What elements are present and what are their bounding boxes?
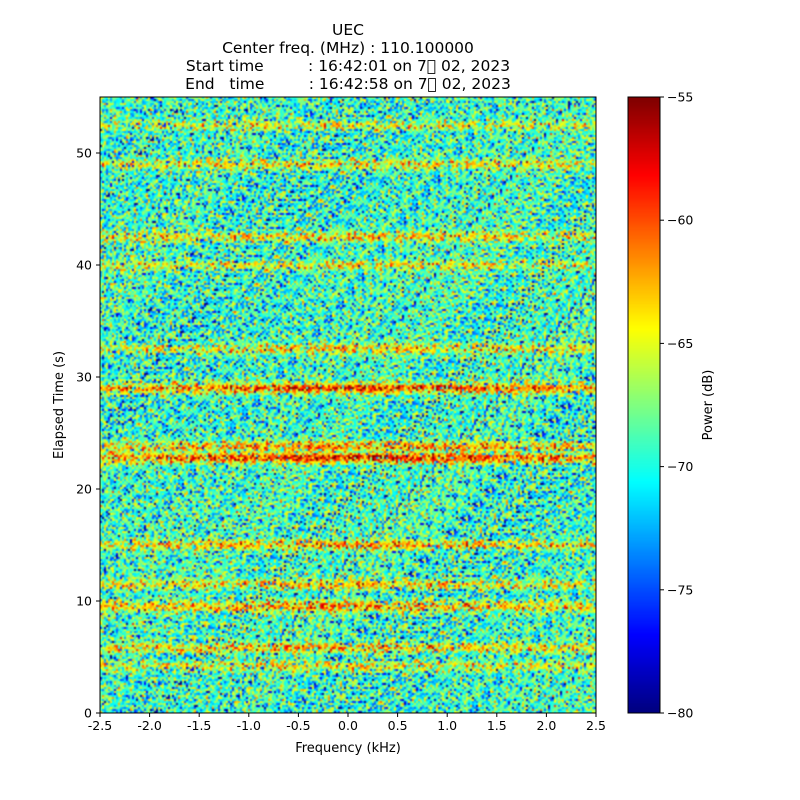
- x-tick-label: 0.5: [388, 718, 408, 733]
- colorbar-tick-label: −55: [667, 90, 693, 105]
- x-axis: -2.5 -2.0 -1.5 -1.0 -0.5 0.0 0.5 1.0 1.5 2.0 2.5: [88, 713, 606, 733]
- y-axis: 0 10 20 30 40 50: [76, 146, 100, 721]
- y-tick-label: 10: [76, 594, 92, 609]
- colorbar-label: Power (dB): [701, 370, 716, 441]
- y-tick-label: 50: [76, 146, 92, 161]
- colorbar-axis: −80 −75 −70 −65 −60 −55: [660, 90, 693, 721]
- x-tick-label: -1.5: [187, 718, 211, 733]
- colorbar-tick-label: −75: [667, 582, 693, 597]
- y-tick-label: 30: [76, 370, 92, 385]
- y-tick-label: 20: [76, 482, 92, 497]
- x-tick-label: -1.0: [237, 718, 261, 733]
- colorbar-tick-label: −70: [667, 459, 693, 474]
- colorbar-tick-label: −60: [667, 213, 693, 228]
- x-tick-label: 2.5: [586, 718, 606, 733]
- spectrogram-heatmap: [100, 97, 596, 713]
- chart-title-line-4: End time : 16:42:58 on 7  02, 2023: [185, 75, 511, 93]
- x-tick-label: -2.5: [88, 718, 112, 733]
- x-tick-label: -2.0: [137, 718, 161, 733]
- x-tick-label: -0.5: [286, 718, 310, 733]
- x-axis-label: Frequency (kHz): [295, 741, 401, 756]
- colorbar-frame: [627, 96, 661, 714]
- chart-title-line-1: UEC: [332, 21, 364, 39]
- x-tick-label: 0.0: [338, 718, 358, 733]
- colorbar-tick-label: −80: [667, 706, 693, 721]
- x-tick-label: 1.5: [487, 718, 507, 733]
- colorbar-gradient: [628, 97, 660, 713]
- chart-title-line-3: Start time : 16:42:01 on 7  02, 2023: [185, 57, 511, 75]
- x-tick-label: 1.0: [437, 718, 457, 733]
- y-tick-label: 0: [84, 706, 92, 721]
- x-tick-label: 2.0: [536, 718, 556, 733]
- y-tick-label: 40: [76, 258, 92, 273]
- y-axis-label: Elapsed Time (s): [52, 351, 67, 459]
- colorbar-tick-label: −65: [667, 336, 693, 351]
- chart-title-line-2: Center freq. (MHz) : 110.100000: [222, 39, 474, 57]
